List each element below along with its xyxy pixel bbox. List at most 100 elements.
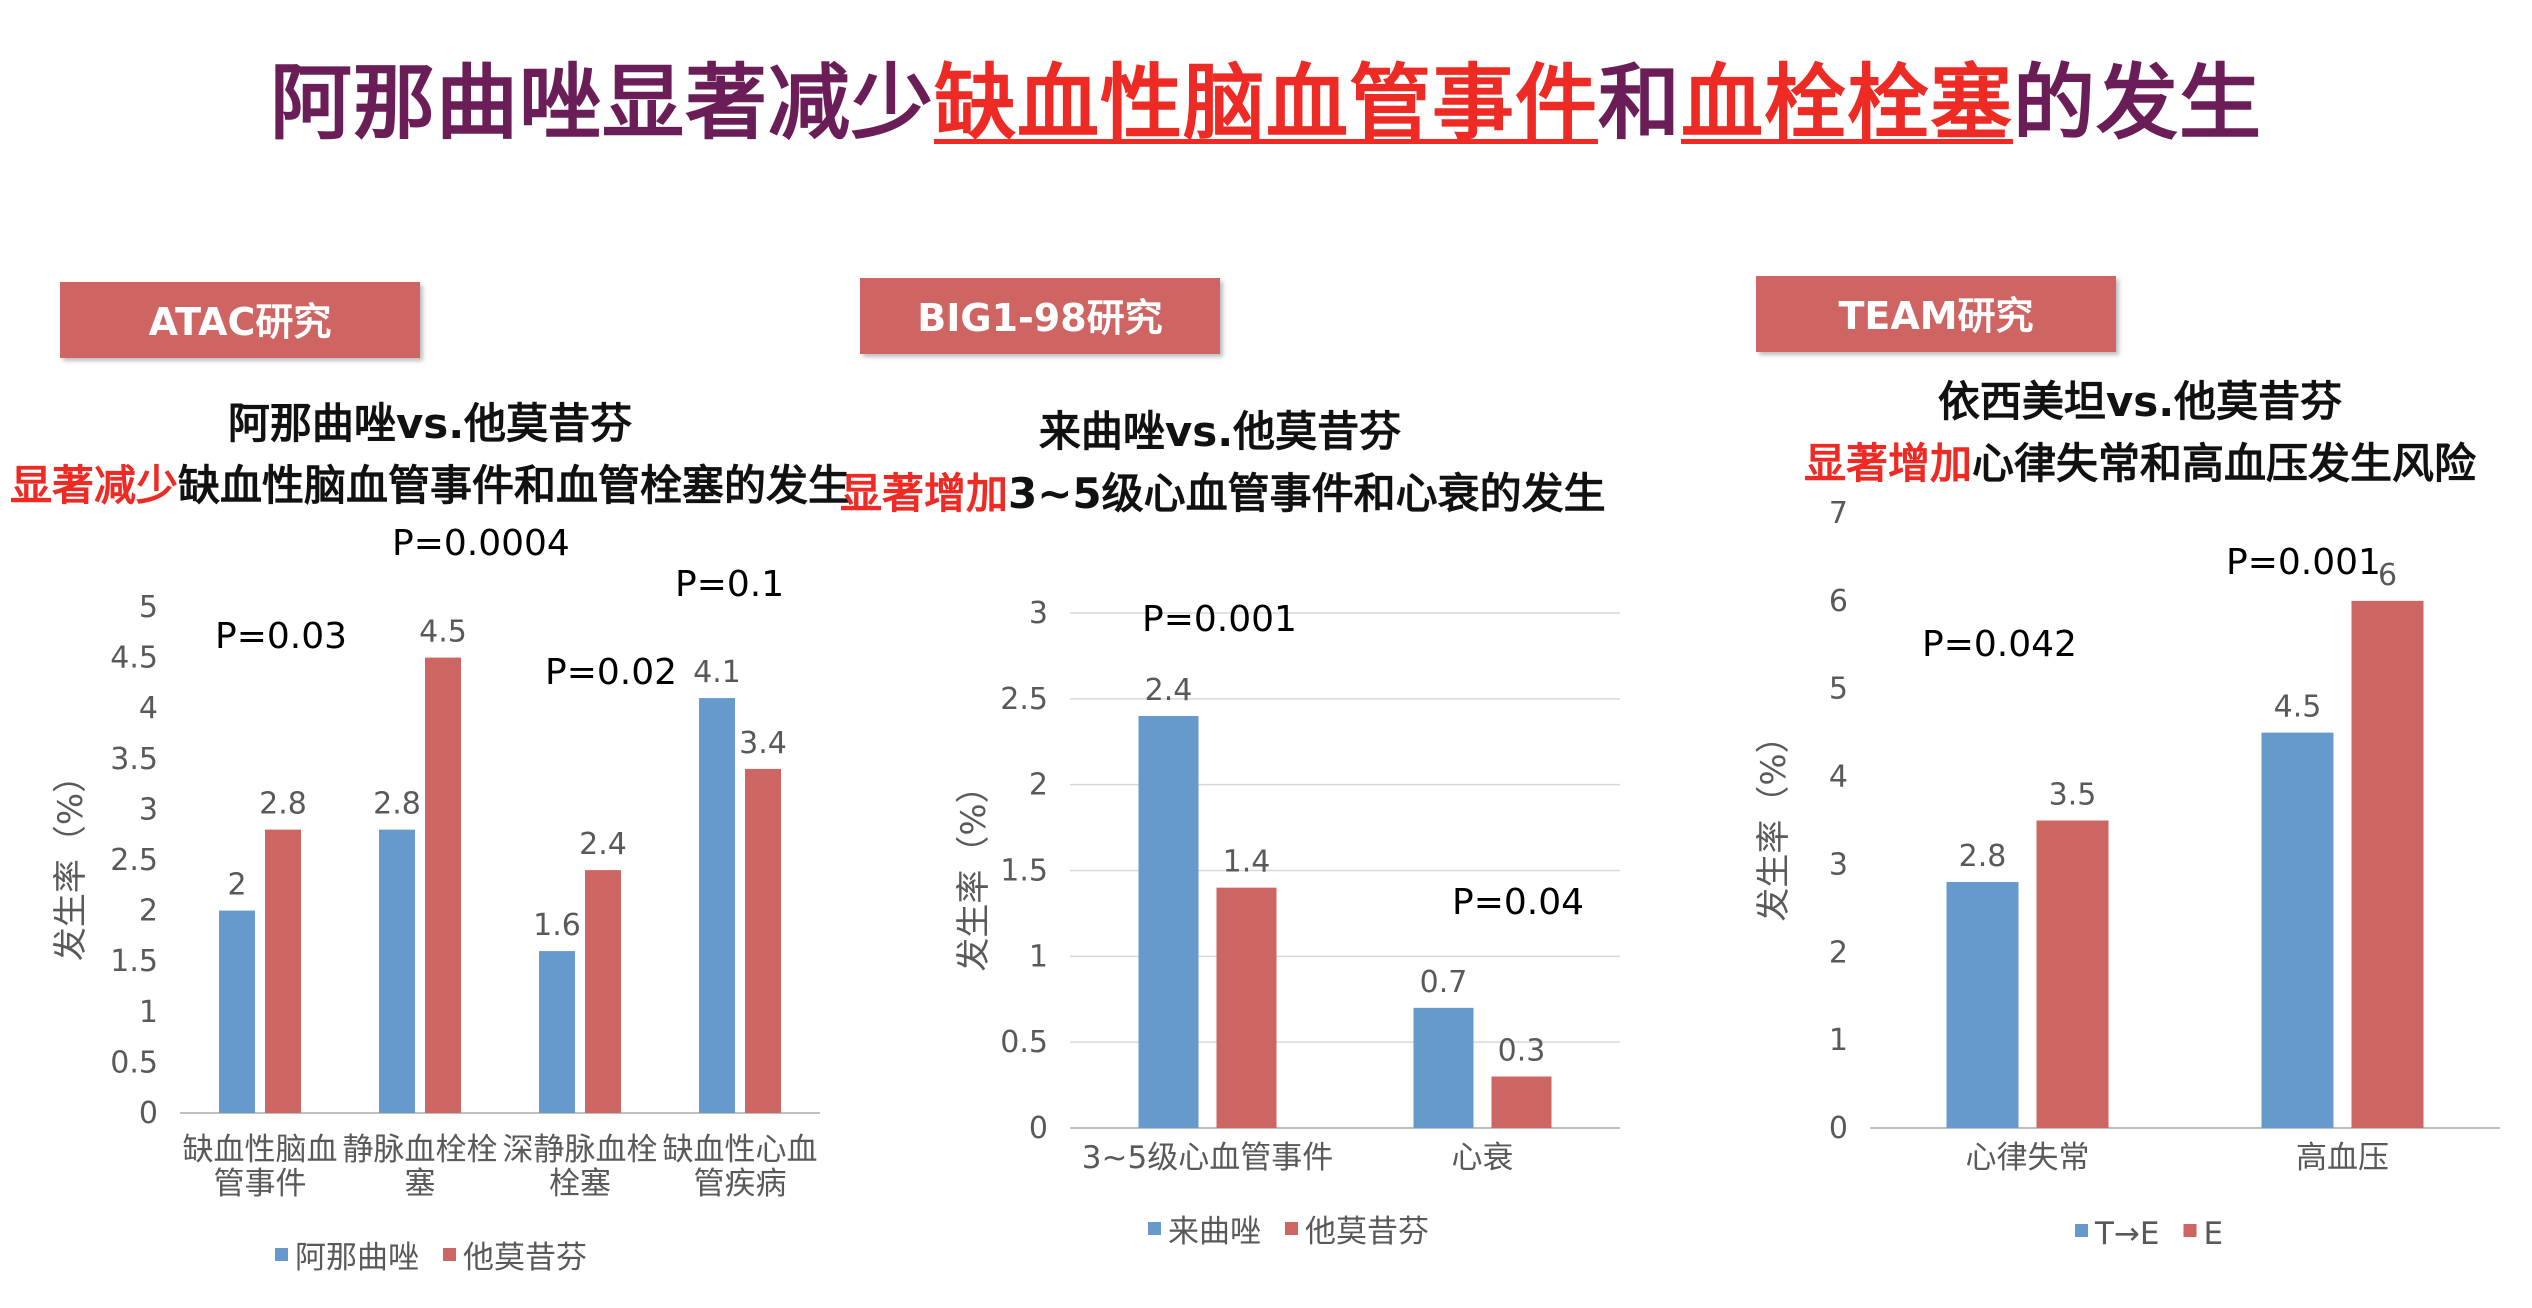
chart1-data-label: 1.6 (533, 908, 581, 943)
chart1-category-label: 缺血性心血 (663, 1132, 818, 1168)
chart3-legend-label: E (2204, 1216, 2224, 1252)
chart1-y-tick-label: 5 (139, 590, 158, 625)
chart3-y-tick-label: 7 (1829, 496, 1848, 531)
panel1-subtitle-line2: 显著减少缺血性脑血管事件和血管栓塞的发生 (0, 452, 860, 513)
chart2-data-label: 1.4 (1223, 845, 1271, 880)
chart1-bar (699, 698, 735, 1113)
chart1-category-label: 塞 (405, 1166, 436, 1202)
panel1-subtitle-line1: 阿那曲唑vs.他莫昔芬 (227, 399, 633, 448)
chart1-p-value: P=0.03 (215, 616, 347, 657)
chart1-p-value: P=0.02 (545, 652, 677, 693)
chart3-p-value: P=0.001 (2226, 542, 2381, 583)
chart2-y-tick-label: 0 (1029, 1111, 1048, 1146)
chart1-y-tick-label: 4.5 (110, 641, 158, 676)
chart3-y-tick-label: 0 (1829, 1111, 1848, 1146)
chart1-y-tick-label: 3 (139, 792, 158, 827)
chart1-bar (425, 657, 461, 1113)
chart1-y-tick-label: 3.5 (110, 742, 158, 777)
chart1-data-label: 2 (227, 868, 246, 903)
chart2-category-label: 3~5级心血管事件 (1082, 1140, 1333, 1176)
study-label-team: TEAM研究 (1756, 276, 2116, 352)
panel2-subtitle-line1: 来曲唑vs.他莫昔芬 (1038, 407, 1402, 456)
panel2-subtitle-line2: 显著增加3~5级心血管事件和心衰的发生 (840, 460, 1606, 521)
chart3-data-label: 6 (2378, 558, 2397, 593)
chart3-legend-label: T→E (2094, 1216, 2160, 1252)
chart1-legend-label: 他莫昔芬 (463, 1240, 587, 1276)
chart1-y-tick-label: 0 (139, 1096, 158, 1131)
chart1-bar (745, 768, 781, 1113)
chart1-data-label: 2.8 (373, 787, 421, 822)
slide-title: 阿那曲唑显著减少缺血性脑血管事件和血栓栓塞的发生 (0, 36, 2532, 155)
chart3-p-value: P=0.042 (1922, 624, 2077, 665)
chart1-y-axis-label: 发生率（%） (51, 759, 91, 961)
chart3-bar (2036, 820, 2109, 1128)
chart3-bar (1946, 882, 2019, 1128)
chart2-y-tick-label: 2 (1029, 768, 1048, 803)
chart1-category-label: 管疾病 (694, 1166, 787, 1202)
chart1-p-value: P=0.0004 (392, 523, 570, 564)
chart1-data-label: 2.8 (259, 787, 307, 822)
chart2-legend-swatch (1148, 1222, 1161, 1235)
chart3-y-tick-label: 6 (1829, 584, 1848, 619)
chart1-bar (219, 910, 255, 1113)
panel2-subtitle-rest: 3~5级心血管事件和心衰的发生 (1008, 469, 1606, 518)
chart2-bar (1216, 887, 1277, 1128)
chart2-p-value: P=0.001 (1142, 599, 1297, 640)
chart1-data-label: 4.5 (419, 615, 467, 650)
title-prefix: 阿那曲唑显著减少 (269, 56, 934, 151)
chart1-bar (379, 829, 415, 1113)
title-suffix: 的发生 (2013, 56, 2263, 151)
chart3-bar (2261, 732, 2334, 1128)
chart2-legend-swatch (1285, 1222, 1298, 1235)
chart1-category-label: 栓塞 (549, 1166, 611, 1202)
panel3-subtitle-line1: 依西美坦vs.他莫昔芬 (1937, 377, 2343, 426)
chart3-bar (2351, 600, 2424, 1128)
study-label-big198: BIG1-98研究 (860, 278, 1220, 354)
chart1-legend-swatch (443, 1248, 456, 1261)
chart1-category-label: 缺血性脑血 (183, 1132, 338, 1168)
panel3-subtitle-line2: 显著增加心律失常和高血压发生风险 (1760, 430, 2520, 491)
chart3-y-tick-label: 2 (1829, 935, 1848, 970)
panel2-subtitle-red: 显著增加 (840, 469, 1009, 518)
chart2-y-tick-label: 3 (1029, 596, 1048, 631)
chart2-data-label: 2.4 (1145, 673, 1193, 708)
chart1-bar (585, 870, 621, 1113)
chart1-category-label: 静脉血栓栓 (343, 1132, 498, 1168)
chart1-y-tick-label: 1 (139, 995, 158, 1030)
chart1-legend-swatch (275, 1248, 288, 1261)
chart1-bar (265, 829, 301, 1113)
panel1-subtitle-red: 显著减少 (9, 461, 178, 510)
study-label-atac: ATAC研究 (60, 282, 420, 358)
chart1-data-label: 2.4 (579, 827, 627, 862)
chart1-data-label: 3.4 (739, 726, 787, 761)
chart3-category-label: 高血压 (2296, 1140, 2389, 1176)
chart1-data-label: 4.1 (693, 655, 741, 690)
panel1-subtitle-rest: 缺血性脑血管事件和血管栓塞的发生 (178, 461, 851, 510)
chart2-p-value: P=0.04 (1452, 882, 1584, 923)
chart2-bar (1138, 716, 1199, 1128)
chart2-y-axis-label: 发生率（%） (954, 769, 994, 971)
chart2-bar (1413, 1007, 1474, 1128)
chart2-y-tick-label: 2.5 (1000, 682, 1048, 717)
chart3-y-tick-label: 3 (1829, 847, 1848, 882)
chart2-data-label: 0.3 (1498, 1034, 1546, 1069)
title-highlight-2: 血栓栓塞 (1681, 56, 2014, 151)
title-mid: 和 (1597, 56, 1681, 151)
chart1-p-value: P=0.1 (675, 564, 784, 605)
chart1-y-tick-label: 2.5 (110, 843, 158, 878)
chart3-y-tick-label: 1 (1829, 1023, 1848, 1058)
chart1-legend-label: 阿那曲唑 (295, 1240, 419, 1276)
chart1-y-tick-label: 0.5 (110, 1045, 158, 1080)
chart2-y-tick-label: 0.5 (1000, 1025, 1048, 1060)
chart2-legend-label: 来曲唑 (1168, 1214, 1261, 1250)
chart2-bar (1491, 1076, 1552, 1128)
chart1-category-label: 深静脉血栓 (503, 1132, 658, 1168)
chart3-category-label: 心律失常 (1966, 1140, 2090, 1176)
chart2-data-label: 0.7 (1420, 965, 1468, 1000)
chart1-y-tick-label: 4 (139, 691, 158, 726)
chart3-y-axis-label: 发生率（%） (1754, 719, 1794, 921)
chart2-y-tick-label: 1.5 (1000, 854, 1048, 889)
chart1-y-tick-label: 1.5 (110, 944, 158, 979)
chart3-legend-swatch (2075, 1224, 2088, 1237)
